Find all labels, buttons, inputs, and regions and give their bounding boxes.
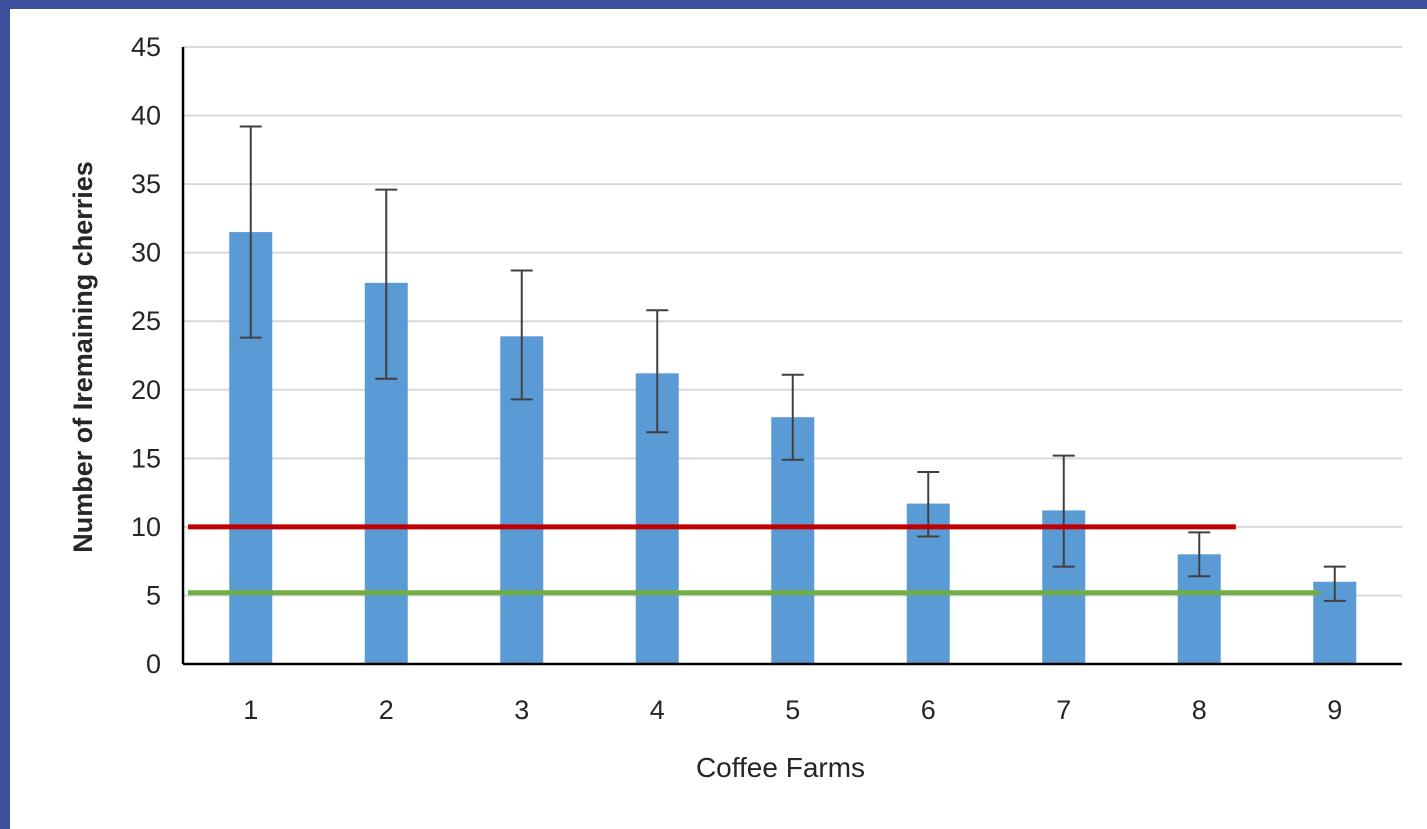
error-bars	[239, 125, 1346, 602]
error-bar	[1188, 531, 1211, 578]
error-bar	[510, 269, 533, 401]
error-bar	[781, 373, 804, 461]
y-tick-labels: 0 5 10 15 20 25 30 35 40 45	[131, 32, 161, 679]
y-tick-label: 20	[131, 375, 161, 405]
y-axis-title: Number of Iremaining cherries	[68, 161, 98, 553]
y-tick-label: 0	[146, 649, 161, 679]
error-bar	[646, 309, 669, 434]
x-tick-label: 7	[1056, 695, 1071, 725]
axes	[181, 47, 1402, 666]
y-tick-label: 35	[131, 169, 161, 199]
x-tick-label: 5	[785, 695, 800, 725]
error-bar	[1323, 565, 1346, 602]
y-tick-label: 45	[131, 32, 161, 62]
x-tick-label: 3	[514, 695, 529, 725]
error-bar	[1052, 454, 1075, 568]
y-tick-label: 30	[131, 238, 161, 268]
y-tick-label: 10	[131, 512, 161, 542]
y-tick-label: 25	[131, 306, 161, 336]
error-bar	[375, 188, 398, 380]
error-bar	[239, 125, 262, 339]
y-tick-label: 15	[131, 443, 161, 473]
x-tick-label: 2	[379, 695, 394, 725]
reference-lines	[188, 524, 1320, 596]
x-tick-label: 6	[921, 695, 936, 725]
x-tick-label: 1	[243, 695, 258, 725]
x-tick-label: 4	[650, 695, 665, 725]
y-tick-label: 5	[146, 580, 161, 610]
x-tick-label: 9	[1327, 695, 1342, 725]
y-tick-label: 40	[131, 101, 161, 131]
x-axis-title: Coffee Farms	[696, 752, 865, 783]
x-tick-label: 8	[1192, 695, 1207, 725]
x-tick-labels: 1 2 3 4 5 6 7 8 9	[243, 695, 1342, 725]
